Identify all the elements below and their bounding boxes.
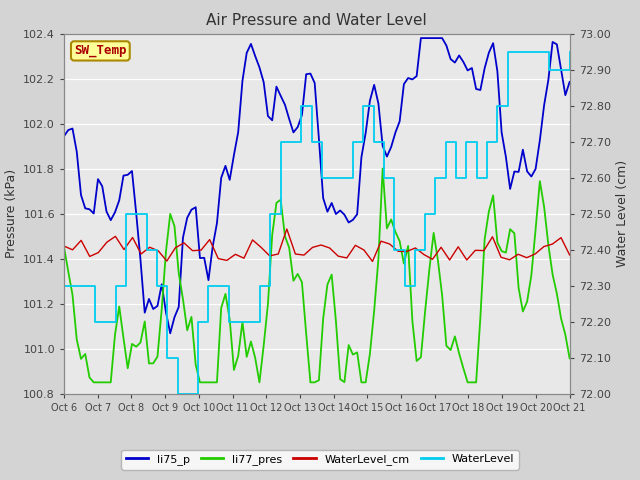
Y-axis label: Water Level (cm): Water Level (cm) <box>616 160 629 267</box>
Y-axis label: Pressure (kPa): Pressure (kPa) <box>4 169 17 258</box>
Legend: li75_p, li77_pres, WaterLevel_cm, WaterLevel: li75_p, li77_pres, WaterLevel_cm, WaterL… <box>122 450 518 469</box>
Text: SW_Temp: SW_Temp <box>74 44 127 58</box>
Title: Air Pressure and Water Level: Air Pressure and Water Level <box>207 13 427 28</box>
